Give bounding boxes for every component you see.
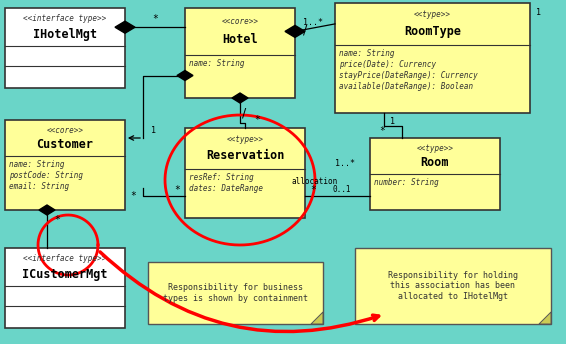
Text: <<type>>: <<type>> (414, 10, 451, 19)
Bar (370, 138, 500, 210)
Text: <<type>>: <<type>> (226, 135, 264, 144)
Text: available(DateRange): Boolean: available(DateRange): Boolean (339, 82, 473, 91)
Text: Reservation: Reservation (206, 149, 284, 162)
Bar (148, 262, 323, 324)
Text: <<core>>: <<core>> (221, 17, 259, 25)
Polygon shape (285, 25, 305, 37)
Text: 0..1: 0..1 (333, 185, 351, 194)
Text: <<core>>: <<core>> (46, 126, 84, 135)
Text: stayPrice(DateRange): Currency: stayPrice(DateRange): Currency (339, 71, 478, 80)
Text: 1: 1 (390, 117, 395, 126)
Text: *: * (130, 191, 136, 201)
Text: 1: 1 (151, 126, 156, 135)
Text: *: * (254, 115, 260, 125)
Text: allocation: allocation (292, 177, 338, 186)
Bar (5, 248, 125, 328)
Text: Responsibility for business
types is shown by containment: Responsibility for business types is sho… (163, 283, 308, 303)
Text: Customer: Customer (36, 138, 93, 151)
Text: RoomType: RoomType (404, 25, 461, 38)
Text: price(Date): Currency: price(Date): Currency (339, 60, 436, 69)
Text: *: * (54, 215, 60, 225)
Text: <<interface type>>: <<interface type>> (23, 254, 106, 263)
Text: 1: 1 (536, 8, 541, 17)
Text: ICustomerMgt: ICustomerMgt (22, 268, 108, 281)
Bar (355, 248, 551, 324)
Polygon shape (177, 71, 193, 80)
Text: Responsibility for holding
this association has been
allocated to IHotelMgt: Responsibility for holding this associat… (388, 271, 518, 301)
Bar (5, 120, 125, 210)
Text: <<interface type>>: <<interface type>> (23, 14, 106, 23)
Text: Room: Room (421, 156, 449, 169)
Text: resRef: String: resRef: String (189, 172, 254, 182)
Text: /: / (303, 23, 307, 36)
Text: <<type>>: <<type>> (417, 143, 453, 153)
Text: name: String: name: String (9, 160, 65, 169)
Polygon shape (311, 312, 323, 324)
Text: postCode: String: postCode: String (9, 171, 83, 180)
Polygon shape (39, 205, 55, 215)
Text: email: String: email: String (9, 182, 69, 191)
Text: IHotelMgt: IHotelMgt (33, 28, 97, 41)
Bar (185, 128, 305, 218)
Text: name: String: name: String (189, 59, 245, 68)
Text: name: String: name: String (339, 49, 395, 58)
Text: number: String: number: String (374, 178, 439, 187)
Polygon shape (539, 312, 551, 324)
Polygon shape (232, 93, 248, 103)
Text: /: / (242, 107, 246, 119)
Text: 1..*: 1..* (303, 18, 323, 27)
Text: *: * (152, 14, 158, 24)
Bar (185, 8, 295, 98)
Text: 1..*: 1..* (335, 159, 355, 168)
Text: Hotel: Hotel (222, 33, 258, 46)
Bar (335, 3, 530, 113)
Text: dates: DateRange: dates: DateRange (189, 183, 263, 193)
Text: *: * (380, 126, 385, 136)
Text: *: * (310, 184, 316, 194)
Bar (5, 8, 125, 88)
Text: *: * (174, 184, 180, 194)
Polygon shape (115, 21, 135, 33)
